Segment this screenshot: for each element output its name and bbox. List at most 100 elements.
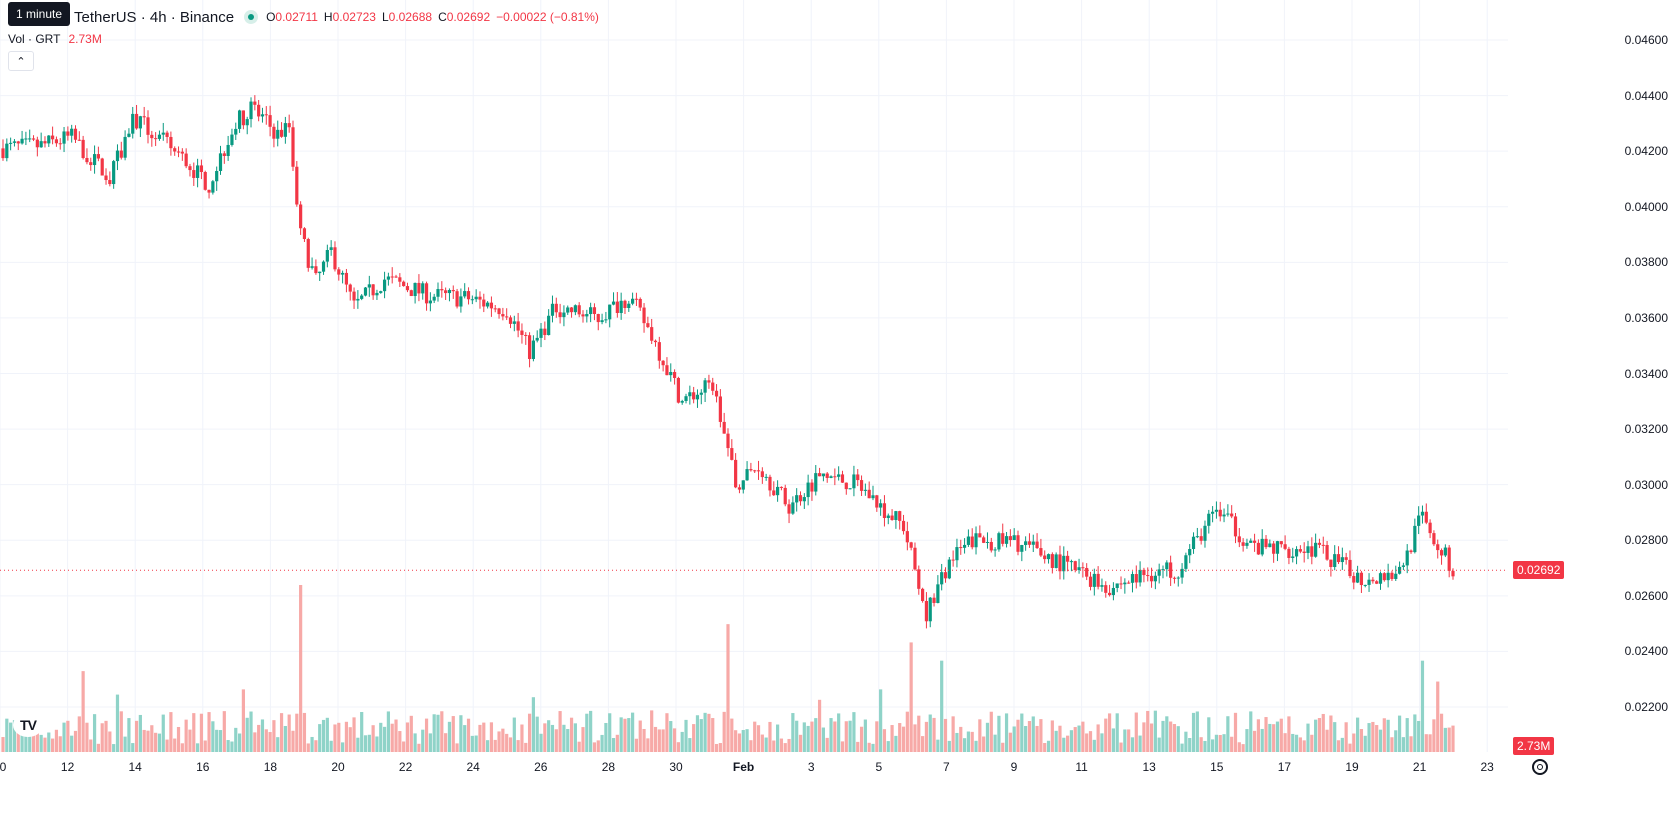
candle-body [92,154,97,166]
price-axis[interactable]: 0.04600 0.04400 0.04200 0.04000 0.03800 0.036… [1508,0,1678,760]
volume-bar [154,732,158,752]
tradingview-logo-icon[interactable]: TV [13,713,43,737]
volume-bar [39,734,43,752]
volume-bar [539,733,543,752]
volume-bar [302,712,307,752]
volume-bar [1397,715,1402,752]
candle-body [539,328,543,338]
volume-bar [692,724,696,752]
candle-body [486,302,490,307]
volume-bar [115,694,120,752]
volume-bar [1298,737,1302,752]
volume-bar [1306,723,1310,752]
volume-bar [581,727,585,752]
volume-bar [287,714,291,752]
candle-body [875,495,879,508]
volume-bar [1390,737,1394,752]
candle-body [1024,541,1028,546]
candle-body [1413,525,1417,553]
open-value: 0.02711 [275,10,318,24]
volume-bar [791,713,795,752]
volume-bar [577,741,581,752]
volume-bar [1451,725,1455,752]
volume-bar [421,729,425,752]
candle-body [692,392,696,400]
candle-body [150,134,154,139]
volume-bar [1268,723,1272,752]
y-tick-label: 0.03200 [1624,422,1668,437]
candle-body [54,139,59,144]
change-value: −0.00022 (−0.81%) [496,10,599,24]
volume-bar [70,735,74,752]
candle-body [1066,555,1070,562]
candle-body [1153,575,1157,582]
candle-body [989,541,993,551]
candle-body [1378,573,1383,584]
volume-bar [554,729,558,752]
candle-body [96,154,100,159]
candle-body [62,131,66,144]
time-axis[interactable]: 0 12 14 16 18 20 22 24 26 28 30 Feb 3 5 7 9 11 13 15 17 19 21… [0,760,1508,776]
candle-body [279,129,284,137]
candle-body [879,503,883,508]
candle-body [1268,543,1272,548]
volume-bar [142,729,146,752]
candle-body [535,337,539,341]
candle-body [516,321,520,331]
y-tick-label: 0.04400 [1624,88,1668,103]
volume-bar [318,724,322,752]
volume-bar [35,725,39,752]
candle-body [77,139,81,141]
candle-body [745,469,749,481]
candle-body [1428,522,1432,534]
candle-body [1390,572,1394,579]
volume-bar [31,734,36,752]
volume-bar [1169,721,1173,752]
candle-body [360,295,364,299]
volume-bar [470,735,474,752]
candle-body [1394,573,1398,579]
volume-bar [1329,715,1333,752]
volume-legend[interactable]: Vol · GRT 2.73M [8,32,102,46]
candle-body [871,495,875,499]
volume-bar [180,743,184,752]
collapse-legend-button[interactable]: ⌃ [8,51,34,71]
candle-body [1409,550,1413,553]
candle-body [1371,579,1375,582]
volume-bar [829,718,833,752]
volume-bar [66,720,70,752]
volume-bar [871,743,875,752]
candle-body [531,340,535,359]
candle-body [176,151,181,153]
candle-body [245,119,249,126]
volume-bar [1127,729,1131,752]
volume-bar [1291,733,1295,752]
candle-body [1195,536,1199,538]
volume-bar [505,733,509,752]
volume-bar [1039,719,1043,752]
candle-body [688,392,692,397]
candle-body [863,489,867,491]
symbol-title[interactable]: TetherUS · 4h · Binance [74,8,235,26]
candle-body [466,291,471,300]
candle-body [604,319,608,321]
gear-icon[interactable] [1532,759,1548,775]
candle-body [665,365,669,376]
volume-bar [1188,737,1192,752]
candle-body [615,301,619,313]
volume-bar [451,716,455,752]
volume-bar [1119,742,1123,752]
candle-body [566,307,570,313]
candle-body [417,282,421,294]
volume-bar [299,585,303,752]
x-tick-label: 26 [534,760,548,774]
volume-bar [402,741,406,752]
candle-body [783,487,787,505]
market-status-icon[interactable] [244,10,259,24]
candle-body [264,114,268,116]
candle-body [1272,543,1276,554]
y-tick-label: 0.02800 [1624,533,1668,548]
volume-bar [650,710,654,752]
candle-body [1264,538,1268,548]
